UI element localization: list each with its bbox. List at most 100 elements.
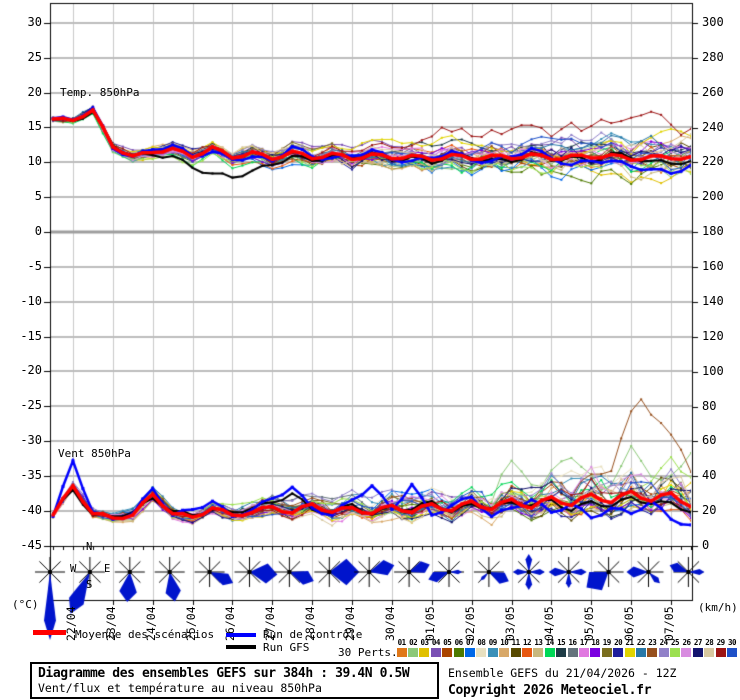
- pert-color-swatch: [613, 648, 624, 657]
- wind-series-label: Vent 850hPa: [58, 447, 131, 460]
- right-tick-140: 140: [702, 293, 724, 308]
- compass-east-label: E: [104, 563, 111, 575]
- pert-number: 19: [602, 638, 612, 647]
- pert-number: 01: [397, 638, 407, 647]
- pert-color-swatch: [658, 648, 669, 657]
- pert-number: 17: [579, 638, 589, 647]
- pert-color-swatch: [476, 648, 487, 657]
- pert-number: 11: [511, 638, 521, 647]
- right-tick-280: 280: [702, 49, 724, 64]
- pert-11: 11: [510, 639, 521, 657]
- legend-mean-label: Moyenne des scénarios: [75, 628, 215, 641]
- left-tick--40: -40: [20, 502, 42, 517]
- chart-subtitle: Vent/flux et température au niveau 850hP…: [38, 681, 322, 695]
- pert-number: 02: [409, 638, 418, 647]
- pert-04: 04: [430, 639, 441, 657]
- pert-30: 30: [726, 638, 738, 657]
- pert-03: 03: [419, 639, 430, 657]
- pert-color-swatch: [601, 648, 612, 657]
- left-tick--25: -25: [20, 398, 42, 413]
- right-tick-240: 240: [702, 119, 724, 134]
- pert-15: 15: [555, 639, 567, 657]
- pert-24: 24: [658, 639, 669, 657]
- date-label-06-05: 06/05: [622, 606, 637, 641]
- pert-16: 16: [567, 639, 578, 657]
- chart-info-box: Diagramme des ensembles GEFS sur 384h : …: [30, 662, 439, 699]
- pert-18: 18: [590, 639, 601, 657]
- pert-number: 23: [648, 638, 657, 647]
- pert-01: 01: [396, 639, 407, 657]
- pert-29: 29: [715, 639, 726, 657]
- pert-color-swatch: [681, 648, 692, 657]
- mean-line-swatch: [33, 630, 66, 635]
- pert-02: 02: [407, 638, 419, 657]
- compass-north-label: N: [86, 541, 93, 553]
- pert-21: 21: [624, 639, 635, 657]
- pert-12: 12: [521, 639, 532, 657]
- left-tick--35: -35: [20, 468, 42, 483]
- pert-number: 09: [488, 638, 498, 647]
- pert-20: 20: [612, 638, 624, 657]
- date-label-01-05: 01/05: [422, 606, 437, 641]
- pert-10: 10: [499, 639, 510, 657]
- pert-color-swatch: [442, 648, 453, 657]
- pert-number: 29: [716, 638, 726, 647]
- left-tick--10: -10: [20, 293, 42, 308]
- left-tick-0: 0: [34, 224, 42, 238]
- pert-26: 26: [681, 639, 692, 657]
- chart-title: Diagramme des ensembles GEFS sur 384h : …: [38, 666, 410, 681]
- pert-06: 06: [453, 639, 464, 657]
- pert-color-swatch: [487, 648, 498, 657]
- pert-number: 06: [454, 638, 464, 647]
- copyright-label: Copyright 2026 Meteociel.fr: [448, 683, 652, 698]
- left-tick-25: 25: [27, 49, 42, 64]
- compass-south-label: S: [86, 579, 93, 591]
- pert-number: 28: [705, 638, 714, 647]
- pert-14: 14: [544, 639, 555, 657]
- pert-number: 05: [443, 638, 452, 647]
- left-axis-unit-label: (°C): [12, 598, 39, 611]
- right-tick-120: 120: [702, 328, 724, 343]
- run-info-label: Ensemble GEFS du 21/04/2026 - 12Z: [448, 666, 677, 680]
- pert-05: 05: [442, 639, 453, 657]
- right-tick-300: 300: [702, 15, 724, 29]
- left-tick-20: 20: [27, 84, 42, 99]
- pert-number: 20: [614, 638, 623, 647]
- date-label-30-04: 30/04: [382, 606, 397, 641]
- pert-number: 25: [671, 638, 680, 647]
- pert-color-swatch: [430, 648, 441, 657]
- pert-number: 30: [728, 638, 737, 647]
- right-axis-unit-label: (km/h): [698, 601, 738, 614]
- pert-25: 25: [669, 638, 681, 657]
- control-line-swatch: [226, 633, 256, 637]
- pert-color-swatch: [556, 648, 567, 657]
- left-tick-5: 5: [34, 189, 42, 204]
- pert-number: 22: [636, 638, 646, 647]
- pert-color-swatch: [727, 648, 738, 657]
- pert-color-swatch: [590, 648, 601, 657]
- pert-color-swatch: [670, 648, 681, 657]
- pert-color-swatch: [544, 648, 555, 657]
- right-tick-180: 180: [702, 224, 724, 239]
- left-tick-15: 15: [27, 119, 42, 134]
- pert-color-swatch: [578, 648, 589, 657]
- pert-color-swatch: [408, 648, 419, 657]
- pert-number: 14: [545, 638, 555, 647]
- date-label-02-05: 02/05: [462, 606, 477, 641]
- date-label-03-05: 03/05: [502, 606, 517, 641]
- pert-color-swatch: [692, 648, 703, 657]
- pert-07: 07: [464, 638, 476, 657]
- pert-number: 07: [466, 638, 475, 647]
- left-tick--5: -5: [27, 258, 42, 273]
- date-label-04-05: 04/05: [542, 606, 557, 641]
- pert-28: 28: [704, 639, 715, 657]
- pert-number: 27: [693, 638, 703, 647]
- pert-number: 08: [477, 638, 486, 647]
- pert-27: 27: [692, 639, 703, 657]
- pert-color-swatch: [396, 648, 407, 657]
- pert-number: 13: [534, 638, 543, 647]
- pert-number: 21: [625, 638, 634, 647]
- pert-color-swatch: [567, 648, 578, 657]
- pert-color-swatch: [499, 648, 510, 657]
